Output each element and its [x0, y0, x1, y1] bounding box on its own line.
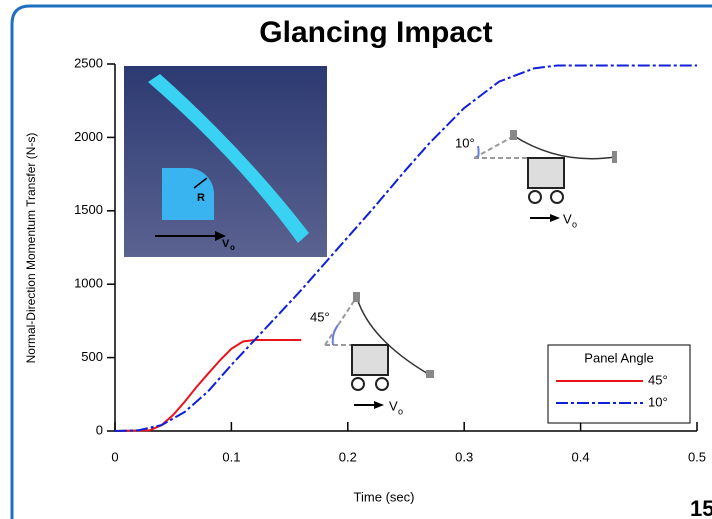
- chart-title: Glancing Impact: [259, 16, 492, 49]
- x-tick-label: 0.4: [572, 449, 590, 464]
- page-number: 15: [690, 496, 712, 519]
- x-tick-label: 0.3: [455, 449, 473, 464]
- y-tick-label: 0: [96, 422, 103, 437]
- slide-border: [10, 4, 712, 519]
- x-tick-label: 0.5: [688, 449, 706, 464]
- y-tick-label: 2000: [74, 129, 103, 144]
- y-tick-label: 500: [81, 349, 103, 364]
- inset-label: R: [197, 192, 205, 204]
- x-tick-label: 0.1: [222, 449, 240, 464]
- y-axis-label: Normal-Direction Momentum Transfer (N-s): [24, 133, 38, 364]
- x-axis-label: Time (sec): [354, 489, 415, 504]
- velocity-subscript: o: [398, 406, 403, 416]
- legend-title: Panel Angle: [584, 350, 653, 365]
- angle-label: 10°: [455, 135, 475, 150]
- legend-label: 10°: [648, 394, 668, 409]
- x-tick-label: 0.2: [339, 449, 357, 464]
- legend-label: 45°: [648, 372, 668, 387]
- x-tick-label: 0: [111, 449, 118, 464]
- angle-label: 45°: [310, 309, 330, 324]
- cart-10: [473, 130, 617, 222]
- data-line: [114, 64, 697, 432]
- velocity-subscript: o: [572, 219, 577, 229]
- velocity-label: V: [389, 398, 398, 413]
- y-tick-label: 2500: [74, 55, 103, 70]
- y-tick-label: 1500: [74, 202, 103, 217]
- cart-45: [324, 292, 434, 409]
- inset-diagram: [124, 66, 327, 257]
- velocity-label: V: [563, 211, 572, 226]
- velocity-subscript: o: [230, 243, 235, 252]
- velocity-label: V: [222, 238, 230, 250]
- y-tick-label: 1000: [74, 276, 103, 291]
- legend-box: [547, 344, 691, 424]
- data-line: [114, 339, 302, 432]
